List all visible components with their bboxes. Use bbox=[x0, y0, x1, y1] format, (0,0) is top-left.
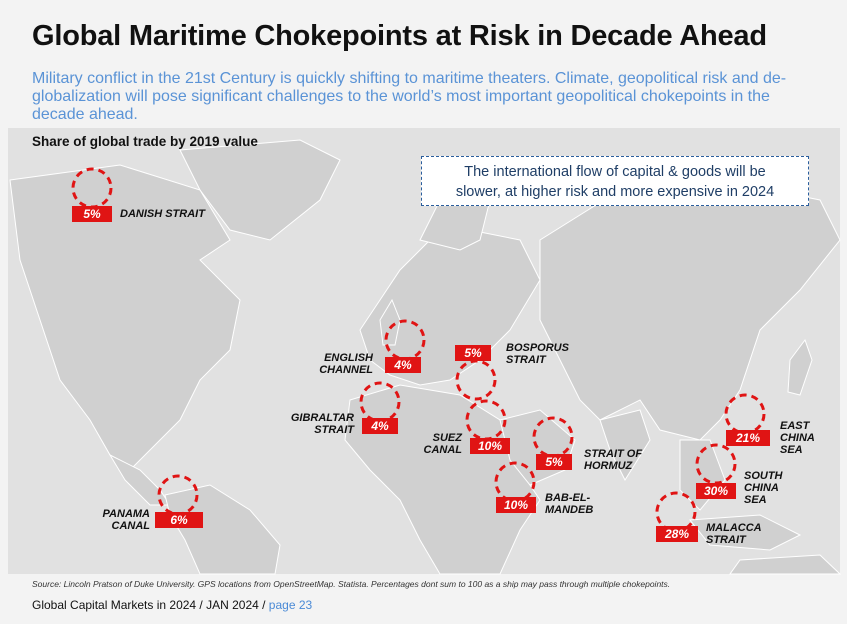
label-line: HORMUZ bbox=[584, 460, 633, 472]
label-line: BAB-EL- bbox=[545, 492, 591, 504]
label-line: STRAIT bbox=[314, 424, 354, 436]
label-line: CHINA bbox=[780, 432, 815, 444]
label-suez-canal: SUEZ CANAL bbox=[412, 432, 463, 456]
label-line: MALACCA bbox=[706, 522, 762, 534]
value-badge-malacca-strait: 28% bbox=[656, 526, 698, 542]
label-strait-of-hormuz: STRAIT OF HORMUZ bbox=[584, 448, 642, 472]
india bbox=[599, 409, 651, 482]
callout-box: The international flow of capital & good… bbox=[421, 156, 809, 206]
value-badge-english-channel: 4% bbox=[385, 357, 421, 373]
label-line: GIBRALTAR bbox=[290, 412, 354, 424]
value-badge-panama-canal: 6% bbox=[155, 512, 203, 528]
page-link[interactable]: page 23 bbox=[268, 598, 313, 612]
value-badge-suez-canal: 10% bbox=[470, 438, 510, 454]
label-panama-canal: PANAMA CANAL bbox=[90, 508, 150, 532]
footer-text: Global Capital Markets in 2024 / JAN 202… bbox=[32, 598, 269, 612]
label-line: STRAIT OF bbox=[584, 448, 643, 460]
label-malacca-strait: MALACCA STRAIT bbox=[706, 522, 762, 546]
label-bab-el-mandeb: BAB-EL- MANDEB bbox=[545, 492, 593, 516]
label-line: ENGLISH bbox=[324, 352, 373, 364]
indonesia bbox=[689, 514, 802, 551]
callout-line-1: The international flow of capital & good… bbox=[464, 164, 766, 180]
ring-bosporus-strait bbox=[455, 359, 497, 401]
value-badge-south-china-sea: 30% bbox=[696, 483, 736, 499]
share-label: Share of global trade by 2019 value bbox=[32, 134, 258, 149]
value-badge-gibraltar-strait: 4% bbox=[362, 418, 398, 434]
value-badge-bab-el-mandeb: 10% bbox=[496, 497, 536, 513]
page-title: Global Maritime Chokepoints at Risk in D… bbox=[32, 20, 767, 52]
label-line: SEA bbox=[744, 494, 767, 506]
label-line: PANAMA bbox=[102, 508, 150, 520]
uk bbox=[379, 298, 401, 346]
value-badge-east-china-sea: 21% bbox=[726, 430, 770, 446]
label-line: DANISH STRAIT bbox=[120, 208, 205, 220]
label-line: SUEZ bbox=[432, 432, 462, 444]
subtitle: Military conflict in the 21st Century is… bbox=[32, 70, 787, 123]
label-line: CHANNEL bbox=[319, 364, 373, 376]
label-line: CANAL bbox=[111, 520, 151, 532]
label-bosporus-strait: BOSPORUS STRAIT bbox=[506, 342, 569, 366]
callout-line-2: slower, at higher risk and more expensiv… bbox=[455, 184, 775, 200]
europe bbox=[359, 229, 541, 386]
label-line: STRAIT bbox=[706, 534, 746, 546]
north-america bbox=[9, 164, 241, 471]
label-english-channel: ENGLISH CHANNEL bbox=[313, 352, 373, 376]
label-line: BOSPORUS bbox=[506, 342, 569, 354]
label-line: SOUTH bbox=[744, 470, 783, 482]
value-badge-bosporus-strait: 5% bbox=[455, 345, 491, 361]
label-line: STRAIT bbox=[506, 354, 546, 366]
label-south-china-sea: SOUTH CHINA SEA bbox=[744, 470, 783, 506]
value-badge-strait-of-hormuz: 5% bbox=[536, 454, 572, 470]
australia bbox=[729, 554, 842, 575]
label-line: CHINA bbox=[744, 482, 779, 494]
label-line: MANDEB bbox=[545, 504, 594, 516]
label-east-china-sea: EAST CHINA SEA bbox=[780, 420, 815, 456]
value-badge-danish-strait: 5% bbox=[72, 206, 112, 222]
greenland bbox=[179, 139, 341, 241]
footer: Global Capital Markets in 2024 / JAN 202… bbox=[32, 598, 312, 612]
source-note: Source: Lincoln Pratson of Duke Universi… bbox=[32, 579, 671, 589]
japan bbox=[787, 338, 813, 396]
label-danish-strait: DANISH STRAIT bbox=[120, 208, 205, 220]
label-line: EAST bbox=[780, 420, 810, 432]
label-line: CANAL bbox=[423, 444, 463, 456]
label-line: SEA bbox=[780, 444, 803, 456]
label-gibraltar-strait: GIBRALTAR STRAIT bbox=[282, 412, 354, 436]
